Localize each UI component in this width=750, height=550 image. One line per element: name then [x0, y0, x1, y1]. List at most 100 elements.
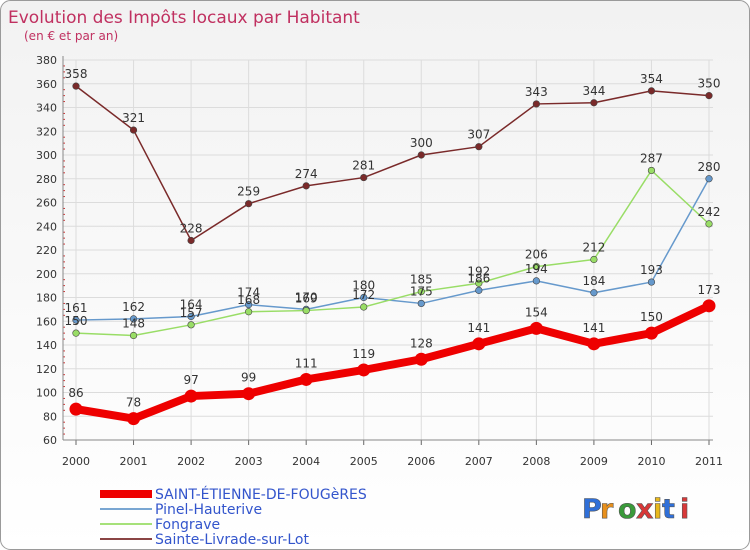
series-point — [72, 329, 80, 337]
logo-letter: P — [582, 494, 602, 525]
series-point — [245, 301, 253, 309]
series-point — [590, 99, 598, 107]
series-point — [127, 412, 141, 426]
legend-label: Pinel-Hauterive — [155, 502, 262, 518]
y-tick-label: 380 — [36, 54, 57, 67]
logo-letter: x — [636, 494, 653, 525]
x-tick-label: 2000 — [62, 455, 90, 468]
series-point — [702, 299, 716, 313]
series-point — [475, 286, 483, 294]
logo-letter: r — [600, 494, 614, 525]
series-point — [187, 321, 195, 329]
series-point — [72, 82, 80, 90]
data-label: 274 — [295, 167, 318, 181]
series-point — [417, 299, 425, 308]
data-label: 150 — [640, 310, 663, 324]
series-point — [187, 236, 195, 245]
data-label: 141 — [582, 321, 605, 335]
series-line-3 — [75, 85, 710, 242]
data-label: 193 — [640, 263, 663, 277]
series-point — [644, 326, 658, 340]
series-point — [245, 308, 253, 316]
series-point — [417, 287, 425, 296]
data-label: 141 — [467, 321, 490, 335]
series-point — [187, 312, 195, 321]
series-point — [245, 200, 253, 208]
series-point — [587, 337, 601, 351]
data-label: 169 — [295, 292, 318, 306]
proxiti-logo: Pr o x i t i — [582, 494, 690, 526]
data-label: 242 — [698, 205, 721, 219]
logo-letter: i — [680, 494, 689, 525]
series-point — [357, 363, 371, 377]
data-label: 78 — [126, 396, 141, 410]
series-point — [647, 87, 656, 95]
y-tick-label: 200 — [36, 268, 57, 281]
data-label: 280 — [698, 160, 721, 174]
data-label: 99 — [241, 371, 256, 385]
series-point — [472, 337, 486, 351]
series-point — [302, 306, 310, 315]
y-tick-label: 320 — [36, 125, 57, 138]
data-label: 86 — [68, 386, 83, 400]
series-group — [69, 82, 716, 426]
grid — [63, 59, 713, 441]
x-tick-label: 2005 — [350, 455, 378, 468]
legend-label: SAINT-ÉTIENNE-DE-FOUGèRES — [155, 486, 367, 503]
series-point — [532, 100, 540, 108]
data-label: 128 — [410, 336, 433, 350]
axes: 60 80 100 120 140 160 180 200 220 240 260 280 300 320… — [36, 54, 723, 468]
data-label: 164 — [180, 298, 203, 312]
logo-letter: o — [618, 494, 637, 525]
data-label: 170 — [295, 290, 318, 304]
series-point — [590, 255, 598, 264]
series-point — [705, 220, 713, 228]
x-tick-label: 2007 — [465, 455, 493, 468]
series-point — [184, 389, 198, 403]
data-label: 307 — [467, 128, 490, 142]
data-label: 184 — [582, 274, 605, 288]
y-tick-label: 300 — [36, 149, 57, 162]
data-label: 175 — [410, 284, 433, 298]
data-label: 354 — [640, 72, 663, 86]
data-label: 180 — [352, 279, 375, 293]
data-label: 162 — [122, 300, 145, 314]
y-tick-label: 220 — [36, 244, 57, 257]
series-point — [414, 352, 428, 366]
data-label: 157 — [180, 306, 203, 320]
y-tick-label: 100 — [36, 387, 57, 400]
legend-label: Fongrave — [155, 517, 220, 533]
series-line-1 — [75, 178, 710, 321]
y-tick-label: 120 — [36, 363, 57, 376]
chart-title: Evolution des Impôts locaux par Habitant — [8, 8, 360, 28]
data-label: 119 — [352, 347, 375, 361]
data-label: 111 — [295, 356, 318, 370]
data-label: 154 — [525, 305, 548, 319]
series-point — [129, 331, 138, 340]
x-tick-label: 2003 — [235, 455, 263, 468]
y-tick-label: 140 — [36, 339, 57, 352]
data-label: 358 — [65, 67, 88, 81]
series-line-0 — [75, 302, 711, 423]
data-label: 161 — [65, 301, 88, 315]
y-tick-label: 340 — [36, 102, 57, 115]
data-label: 148 — [122, 317, 145, 331]
data-label: 281 — [352, 159, 375, 173]
y-tick-label: 280 — [36, 173, 57, 186]
series-point — [532, 277, 540, 285]
data-label: 172 — [352, 288, 375, 302]
data-label: 321 — [122, 111, 145, 125]
y-tick-label: 80 — [43, 410, 57, 423]
series-point — [705, 92, 713, 100]
x-tick-label: 2008 — [522, 455, 550, 468]
series-point — [299, 372, 313, 386]
x-tick-label: 2004 — [292, 455, 320, 468]
data-label: 228 — [180, 222, 203, 236]
x-tick-label: 2010 — [637, 455, 665, 468]
data-label: 287 — [640, 151, 663, 165]
data-label: 350 — [698, 77, 721, 91]
data-label: 300 — [410, 136, 433, 150]
logo-letter: t — [662, 494, 675, 525]
